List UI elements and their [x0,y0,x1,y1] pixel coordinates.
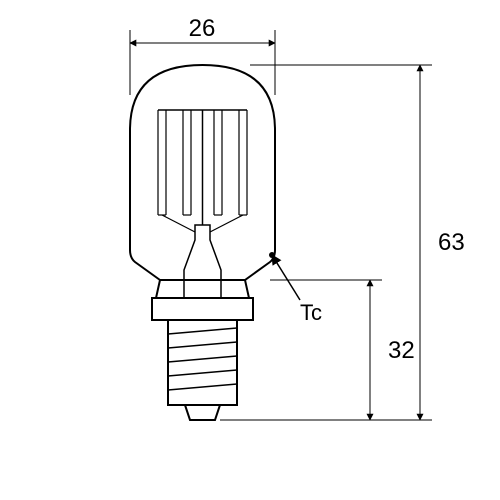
callout-tc-label: Tc [300,300,322,325]
bulb-filament [158,110,247,298]
bulb-dimension-diagram: 26 63 32 Tc [0,0,500,500]
dim-width-top: 26 [130,15,275,95]
dim-width-label: 26 [189,15,216,42]
dim-height-base: 32 [270,280,415,420]
callout-tc: Tc [269,252,322,325]
dim-height-full-label: 63 [438,229,465,256]
dim-height-full: 63 [220,65,465,420]
dim-height-base-label: 32 [388,337,415,364]
